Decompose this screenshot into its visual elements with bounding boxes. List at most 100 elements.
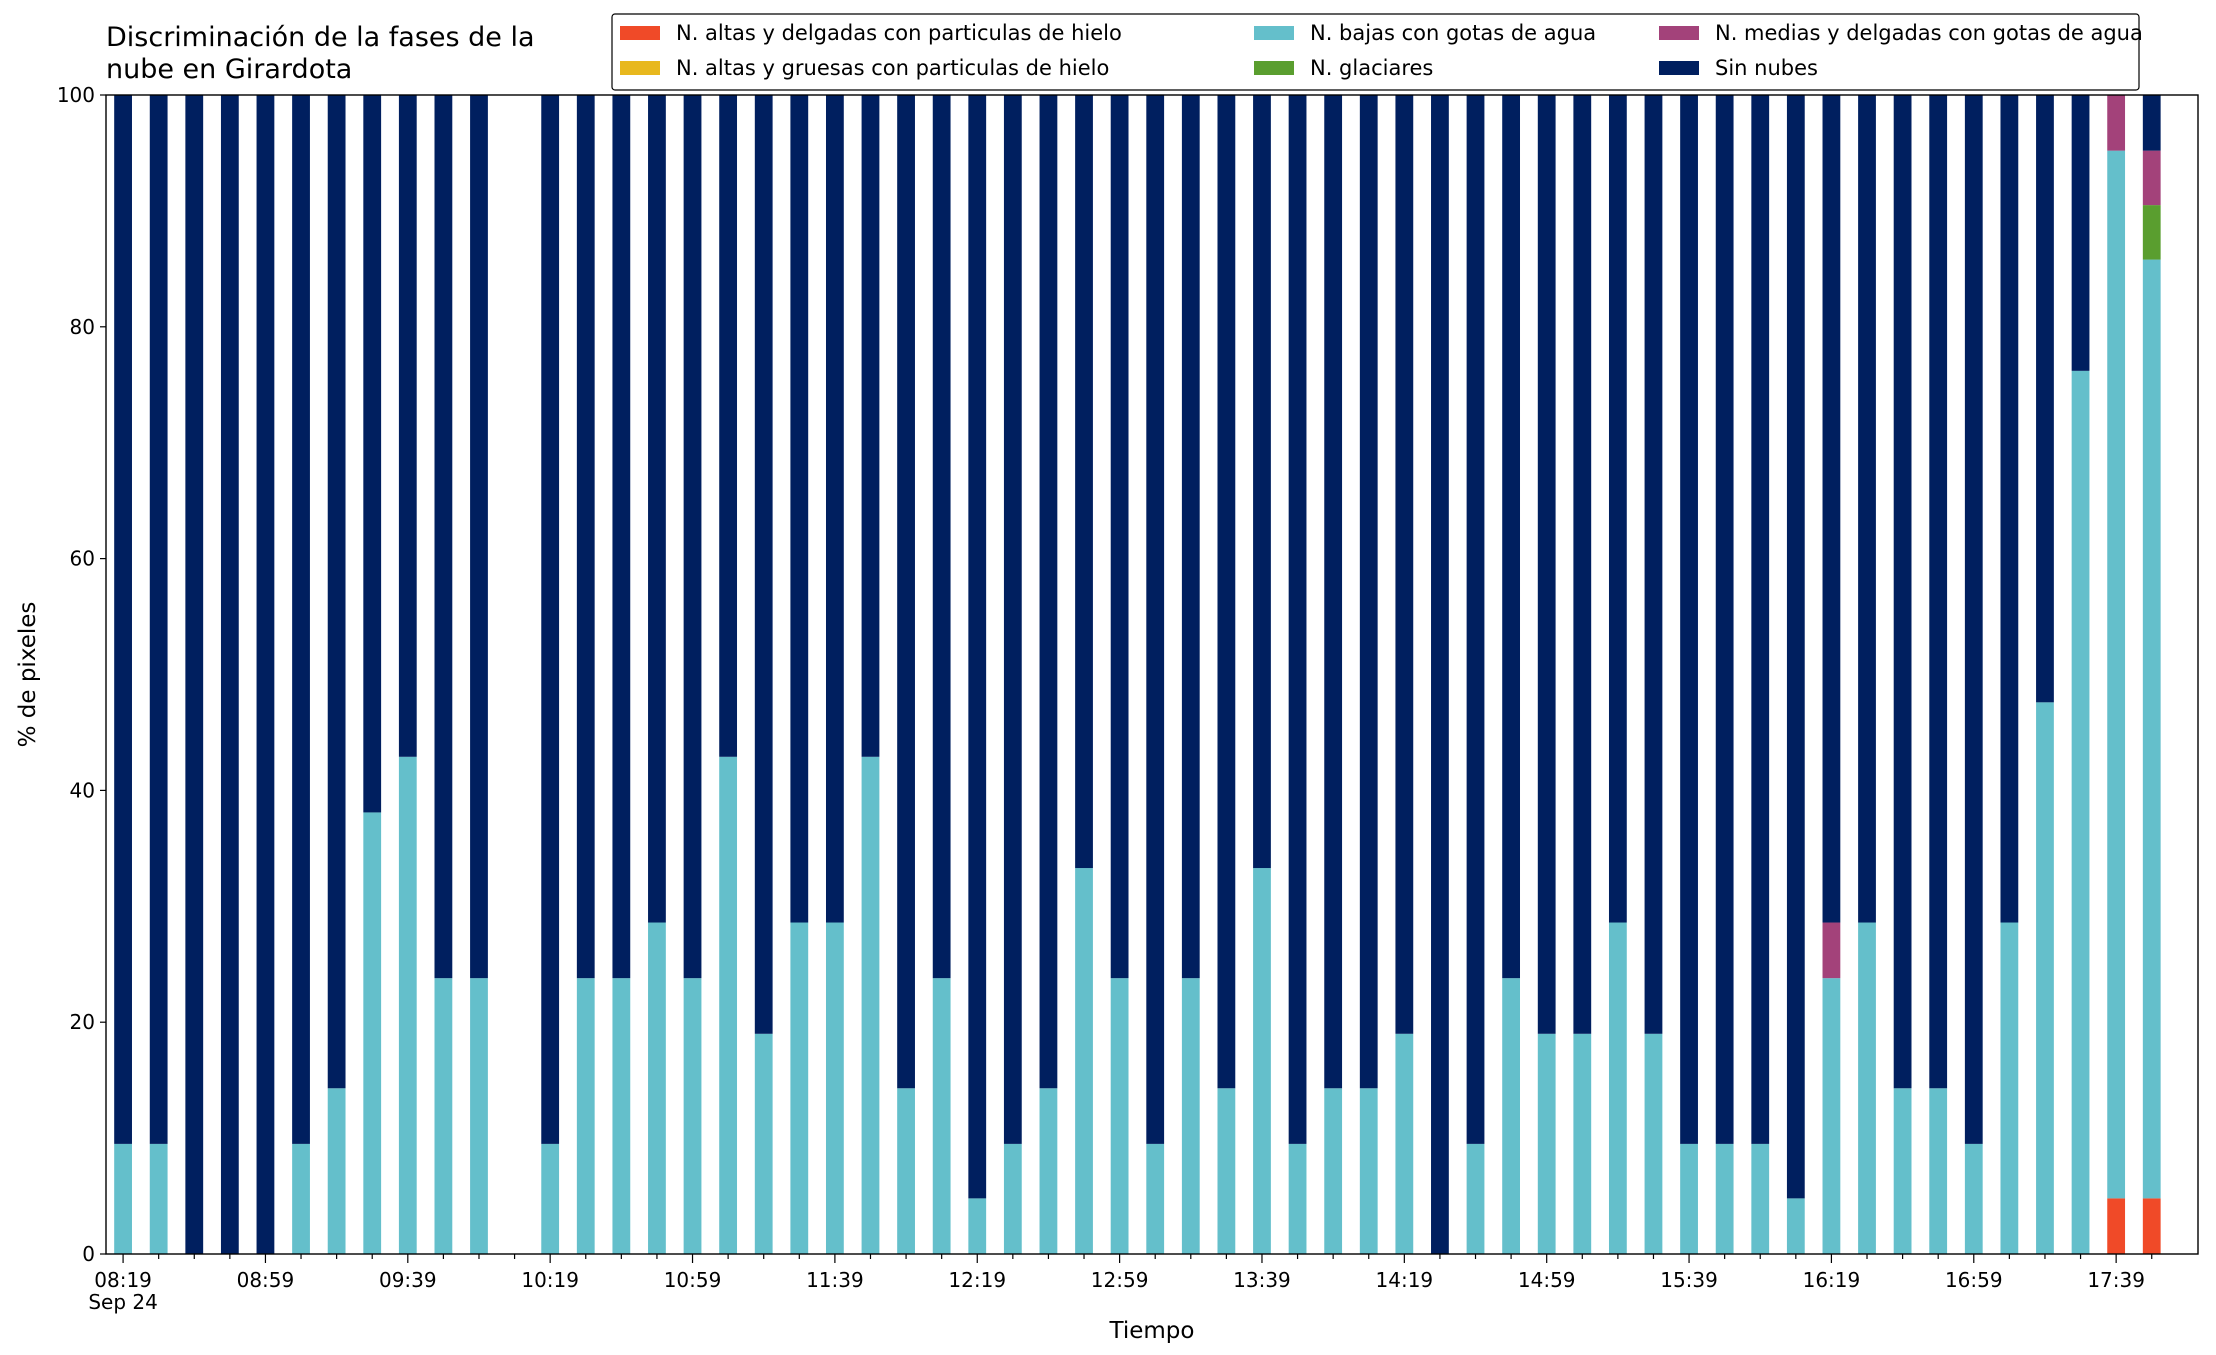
y-tick-label: 60 — [70, 547, 95, 571]
bar-segment — [719, 95, 738, 757]
bar-segment — [434, 978, 453, 1254]
bar-segment — [1537, 95, 1556, 1034]
bar-segment — [1751, 1143, 1770, 1254]
bar-segment — [612, 95, 631, 979]
legend-swatch — [1254, 26, 1294, 40]
bar-segment — [1217, 95, 1236, 1089]
x-tick-label: 10:59 — [664, 1268, 722, 1292]
bar-segment — [2036, 95, 2054, 703]
bar-segment — [719, 756, 738, 1254]
chart-title: Discriminación de la fases de la nube en… — [106, 22, 535, 85]
bar-segment — [1893, 1088, 1912, 1254]
legend-swatch — [1659, 26, 1699, 40]
bar-segment — [1039, 95, 1058, 1089]
bar-segment — [327, 1088, 346, 1254]
bar-segment — [1253, 95, 1271, 869]
bar-segment — [470, 95, 488, 979]
bar-segment — [1537, 1033, 1556, 1254]
bar-segment — [1146, 95, 1165, 1144]
bar-segment — [2000, 95, 2019, 923]
bar-segment — [790, 922, 809, 1254]
bar-segment — [114, 1143, 132, 1254]
legend-box — [611, 13, 2140, 91]
bar-segment — [1573, 95, 1592, 1034]
bar-segment — [861, 95, 880, 757]
bar-segment — [1288, 1143, 1307, 1254]
legend-label: Sin nubes — [1715, 56, 1818, 80]
x-date-label: Sep 24 — [88, 1290, 158, 1314]
bar-segment — [576, 978, 595, 1254]
bar-segment — [470, 978, 488, 1254]
bar-segment — [1822, 922, 1841, 979]
bar-segment — [648, 922, 666, 1254]
x-tick-label: 14:19 — [1376, 1268, 1434, 1292]
bar-segment — [1964, 95, 1983, 1144]
bar-segment — [1395, 95, 1414, 1034]
x-tick-label: 14:59 — [1518, 1268, 1576, 1292]
bar-segment — [1715, 1143, 1734, 1254]
bar-segment — [1146, 1143, 1165, 1254]
bar-segment — [2142, 150, 2161, 206]
bar-segment — [1929, 95, 1948, 1089]
bar-segment — [1644, 95, 1663, 1034]
bar-segment — [1680, 95, 1698, 1144]
x-tick-label: 12:19 — [948, 1268, 1006, 1292]
bar-segment — [185, 95, 204, 1254]
legend-label: N. bajas con gotas de agua — [1310, 21, 1596, 45]
bar-segment — [1181, 95, 1200, 979]
bar-segment — [2107, 1198, 2126, 1254]
bar-segment — [1822, 95, 1841, 923]
bar-segment — [2107, 150, 2126, 1199]
bar-segment — [648, 95, 666, 923]
bar-segment — [1502, 978, 1521, 1254]
bar-segment — [754, 1033, 773, 1254]
bar-segment — [1822, 978, 1841, 1254]
bar-segment — [149, 1143, 168, 1254]
legend-swatch — [620, 61, 660, 75]
bar-segment — [1075, 95, 1093, 869]
bar-segment — [683, 95, 702, 979]
legend-label: N. altas y delgadas con particulas de hi… — [676, 21, 1122, 45]
bar-segment — [1751, 95, 1770, 1144]
bar-segment — [1288, 95, 1307, 1144]
bar-segment — [897, 1088, 915, 1254]
x-tick-label: 16:59 — [1945, 1268, 2003, 1292]
bar-segment — [1858, 922, 1876, 1254]
bar-segment — [2071, 95, 2090, 371]
y-tick-label: 80 — [70, 315, 95, 339]
bar-segment — [1075, 868, 1093, 1254]
bar-segment — [2142, 259, 2161, 1199]
bar-segment — [1858, 95, 1876, 923]
bar-segment — [2142, 205, 2161, 260]
bar-segment — [541, 1143, 560, 1254]
x-tick-label: 12:59 — [1091, 1268, 1149, 1292]
bar-segment — [1110, 95, 1129, 979]
x-tick-label: 08:59 — [237, 1268, 295, 1292]
bar-segment — [1395, 1033, 1414, 1254]
bar-segment — [2036, 702, 2054, 1254]
bar-segment — [754, 95, 773, 1034]
legend-label: N. medias y delgadas con gotas de agua — [1715, 21, 2143, 45]
bar-segment — [968, 95, 987, 1199]
y-tick-label: 20 — [70, 1010, 95, 1034]
x-tick-label: 15:39 — [1660, 1268, 1718, 1292]
x-tick-label: 08:19 — [94, 1268, 152, 1292]
legend-label: N. altas y gruesas con particulas de hie… — [676, 56, 1109, 80]
bar-segment — [1786, 1198, 1805, 1254]
x-tick-label: 10:19 — [521, 1268, 579, 1292]
bar-segment — [825, 95, 844, 923]
bar-segment — [1217, 1088, 1236, 1254]
bar-segment — [1715, 95, 1734, 1144]
bar-segment — [683, 978, 702, 1254]
bar-segment — [1466, 1143, 1485, 1254]
bar-segment — [1608, 922, 1627, 1254]
bar-segment — [363, 95, 382, 813]
bar-segment — [1110, 978, 1129, 1254]
bar-segment — [220, 95, 239, 1254]
bar-segment — [968, 1198, 987, 1254]
bar-segment — [2000, 922, 2019, 1254]
bar-segment — [1964, 1143, 1983, 1254]
bar-segment — [1431, 95, 1449, 1254]
bar-segment — [363, 812, 382, 1254]
bar-segment — [2142, 95, 2161, 151]
